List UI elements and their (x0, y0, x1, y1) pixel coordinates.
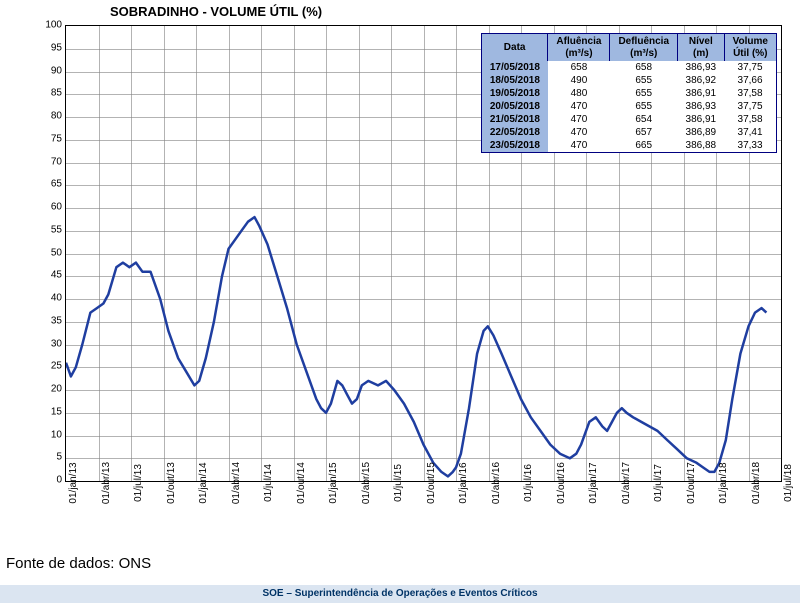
footer-bar: SOE – Superintendência de Operações e Ev… (0, 585, 800, 603)
source-text: Fonte de dados: ONS (6, 555, 151, 572)
chart-title: SOBRADINHO - VOLUME ÚTIL (%) (110, 4, 322, 19)
chart-container: SOBRADINHO - VOLUME ÚTIL (%) Percentagem… (0, 0, 800, 555)
data-table: DataAfluência(m³/s)Defluência(m³/s)Nível… (481, 33, 777, 153)
